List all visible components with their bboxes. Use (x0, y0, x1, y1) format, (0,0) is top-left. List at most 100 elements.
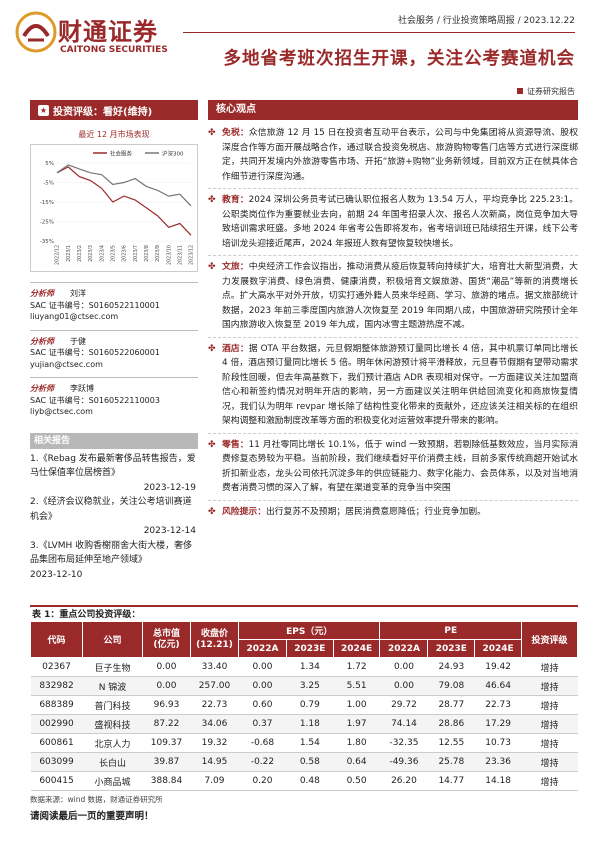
key-companies-table: 代码 公司 总市值 (亿元) 收盘价 (12.21) EPS（元） PE 投资评… (30, 621, 578, 791)
x-tick-label: 2023/11 (177, 245, 183, 265)
table-row: 002990 盛视科技 87.22 34.06 0.37 1.18 1.97 74.14 28.… (30, 714, 578, 734)
table-cell: -0.68 (238, 733, 287, 753)
chart-title: 最近 12 月市场表现 (78, 130, 150, 139)
related-report-title: 1.《Rebag 发布最新奢侈品转售报告，爱马仕保值率位居榜首》 (30, 453, 196, 479)
related-report-date: 2023-12-19 (143, 482, 196, 493)
table-cell: 0.00 (379, 676, 428, 696)
table-cell: 29.72 (379, 695, 428, 715)
core-view-point: ✤ 零售：11 月社零同比增长 10.1%，低于 wind 一致预期，若剔除低基数… (208, 438, 578, 501)
table-cell: 26.20 (379, 771, 428, 791)
table-cell: 22.73 (190, 695, 239, 715)
table-cell: 22.73 (474, 695, 522, 715)
analyst-card: 分析师 刘洋 SAC 证书编号：S0160522110001 liuyang01@ct… (30, 282, 198, 330)
analyst-sac: SAC 证书编号：S0160522110001 (30, 300, 160, 310)
col-rating: 投资评级 (521, 621, 578, 658)
analyst-role: 分析师 (30, 336, 54, 346)
star-icon: ★ (38, 104, 49, 116)
related-report-date: 2023-12-14 (143, 526, 196, 536)
market-performance-chart: 社会服务 沪深300 5% -5% -15% -25% -35% 2022/12 2023/1 2… (30, 144, 198, 272)
table-cell: 002990 (30, 714, 83, 734)
analyst-role: 分析师 (30, 289, 54, 298)
table-cell: 603099 (30, 752, 83, 772)
report-type: 证券研究报告 (517, 86, 575, 97)
table-cell: 688389 (30, 695, 83, 715)
col-eps: EPS（元） (237, 621, 381, 640)
bullet-icon: ✤ (208, 506, 216, 517)
analyst-card: 分析师 李跃博 SAC 证书编号：S0160522110003 liyb@ctsec.… (30, 377, 198, 425)
analyst-email[interactable]: liyb@ctsec.com (30, 407, 93, 416)
table-cell: 02367 (30, 657, 83, 677)
table-cell: 96.93 (142, 695, 191, 715)
related-report-item[interactable]: 2.《经济会议稳就业，关注公考培训赛道机会》 2023-12-14 (30, 495, 198, 539)
table-cell: 17.29 (474, 714, 522, 734)
table-cell: 增持 (521, 657, 578, 677)
point-text: 出行复苏不及预期；居民消费意愿降低；行业竞争加剧。 (266, 506, 486, 517)
table-row: 600861 北京人力 109.37 19.32 -0.68 1.54 1.80 -32.35… (30, 733, 578, 753)
table-row: 02367 巨子生物 0.00 33.40 0.00 1.34 1.72 0.00 24.93 1… (30, 657, 578, 677)
table-cell: 0.00 (142, 676, 191, 696)
analyst-email[interactable]: yujian@ctsec.com (30, 359, 103, 369)
col-price: 收盘价 (12.21) (190, 621, 239, 658)
table-cell: 北京人力 (82, 733, 143, 753)
col-pe-2022a: 2022A (379, 639, 429, 658)
x-tick-label: 2023/9 (155, 245, 161, 262)
table-cell: 33.40 (190, 657, 239, 677)
analyst-card: 分析师 于健 SAC 证书编号：S0160522060001 yujian@ctsec… (30, 329, 198, 378)
core-views-heading: 核心观点 (208, 100, 578, 120)
related-report-item[interactable]: 3.《LVMH 收购香榭丽舍大街大楼，奢侈品集团布局延伸至地产领域》 2023-1… (30, 539, 198, 583)
x-tick-label: 2023/8 (144, 245, 150, 262)
analyst-role: 分析师 (30, 384, 54, 393)
x-tick-label: 2023/2 (77, 245, 83, 262)
related-report-item[interactable]: 1.《Rebag 发布最新奢侈品转售报告，爱马仕保值率位居榜首》 2023-12-… (30, 452, 198, 496)
header-divider (183, 32, 575, 33)
col-eps-2023e: 2023E (285, 639, 334, 658)
table-cell: 10.73 (474, 733, 522, 753)
header-meta: 社会服务 / 行业投资策略周报 / 2023.12.22 (397, 16, 575, 26)
table-cell: 46.64 (474, 676, 522, 696)
table-cell: 14.95 (190, 752, 239, 772)
table-cell: 0.60 (238, 695, 287, 715)
brand-name-cn: 财通证券 (58, 17, 158, 46)
core-view-point: ✤ 风险提示：出行复苏不及预期；居民消费意愿降低；行业竞争加剧。 (208, 505, 578, 520)
x-tick-label: 2023/5 (110, 245, 116, 262)
table-cell: 74.14 (379, 714, 428, 734)
table-cell: 增持 (521, 771, 578, 791)
table-title: 表 1：重点公司投资评级： (30, 605, 578, 621)
point-tag: 文旅： (222, 262, 249, 272)
company-logo: 财通证券 CAITONG SECURITIES (14, 10, 184, 66)
related-report-title: 3.《LVMH 收购香榭丽舍大街大楼，奢侈品集团布局延伸至地产领域》 (30, 540, 193, 566)
table-cell: 1.00 (333, 695, 380, 715)
table-cell: 109.37 (142, 733, 191, 753)
table-cell: 19.32 (190, 733, 239, 753)
col-mcap: 总市值 (亿元) (142, 621, 191, 658)
table-cell: 1.18 (286, 714, 334, 734)
series-line (56, 166, 192, 236)
table-row: 832982 N 锦波 0.00 257.00 0.00 3.25 5.51 0.00 79.0… (30, 676, 578, 696)
table-cell: 87.22 (142, 714, 191, 734)
table-cell: 0.00 (379, 657, 428, 677)
col-company: 公司 (82, 621, 143, 658)
core-view-point: ✤ 教育：2024 深圳公务员考试已确认职位报名人数为 13.54 万人，平均竞争… (208, 193, 578, 256)
rating-banner: ★ 投资评级：看好(维持) (30, 100, 198, 120)
disclaimer-note: 请阅读最后一页的重要声明！ (30, 811, 154, 822)
col-eps-2022a: 2022A (238, 639, 287, 658)
point-text: 中央经济工作会议指出，推动消费从疫后恢复转向持续扩大，培育壮大新型消费，大力发展… (222, 262, 578, 330)
table-row: 600415 小商品城 388.84 7.09 0.20 0.48 0.50 26.20 14.… (30, 771, 578, 791)
y-tick-label: -5% (43, 181, 54, 187)
analyst-name: 于健 (70, 336, 86, 346)
table-cell: 0.20 (238, 771, 287, 791)
analyst-name: 刘洋 (70, 289, 86, 298)
analyst-sac: SAC 证书编号：S0160522110003 (30, 395, 160, 405)
company-logo-icon (15, 11, 57, 53)
x-tick-label: 2022/12 (55, 245, 61, 265)
analyst-email[interactable]: liuyang01@ctsec.com (30, 312, 119, 321)
related-reports-list: 1.《Rebag 发布最新奢侈品转售报告，爱马仕保值率位居榜首》 2023-12-… (30, 452, 198, 583)
analyst-name: 李跃博 (70, 384, 94, 393)
table-cell: 5.51 (333, 676, 380, 696)
point-tag: 酒店： (222, 343, 249, 354)
table-cell: 0.58 (286, 752, 334, 772)
key-companies-table-section: 表 1：重点公司投资评级： 代码 公司 总市值 (亿元) 收盘价 (12.21)… (30, 605, 578, 805)
bullet-icon: ✤ (208, 195, 216, 205)
table-cell: -49.36 (379, 752, 428, 772)
